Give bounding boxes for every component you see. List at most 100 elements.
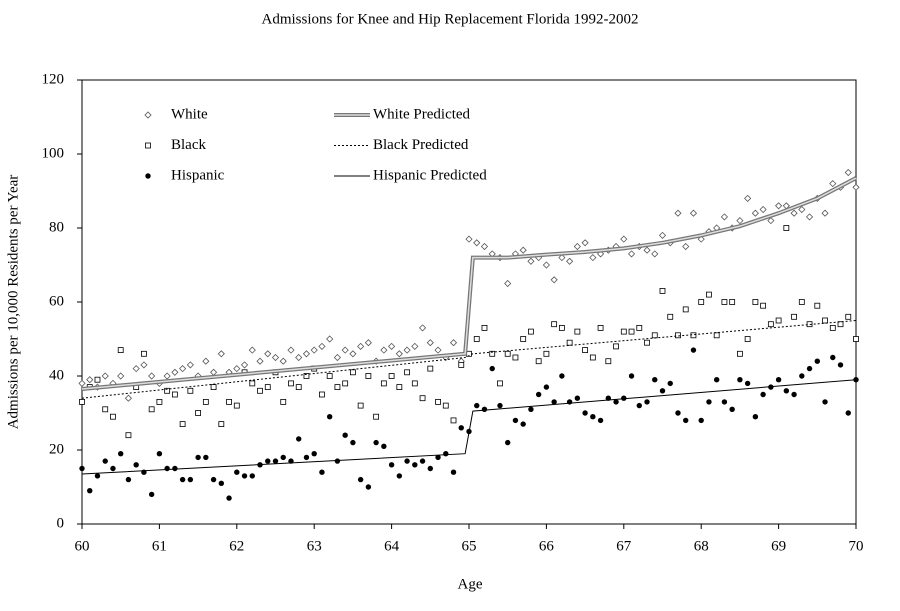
point	[551, 321, 558, 328]
point	[651, 250, 659, 258]
point	[744, 336, 751, 342]
point	[767, 321, 774, 328]
point	[124, 394, 133, 402]
point	[265, 458, 271, 464]
point	[605, 358, 612, 365]
point	[280, 454, 286, 461]
point	[551, 399, 557, 405]
point	[767, 217, 775, 225]
point	[94, 376, 101, 383]
point	[396, 473, 403, 479]
point	[736, 217, 744, 225]
point	[504, 350, 511, 357]
point	[187, 476, 194, 483]
point	[110, 413, 116, 420]
point	[179, 365, 187, 373]
point	[830, 354, 836, 361]
legend-label: Hispanic Predicted	[373, 167, 487, 183]
point	[186, 361, 194, 369]
point	[574, 395, 581, 401]
point	[814, 302, 821, 309]
point	[156, 398, 163, 405]
point	[658, 231, 667, 239]
point	[187, 387, 194, 394]
point	[195, 410, 202, 416]
point	[435, 398, 441, 405]
point	[752, 414, 759, 420]
point	[852, 183, 860, 191]
point	[210, 384, 217, 391]
point	[652, 377, 658, 383]
point	[365, 484, 372, 490]
x-tick-label: 62	[229, 538, 244, 554]
point	[829, 324, 836, 331]
point	[357, 402, 364, 409]
point	[125, 432, 132, 439]
x-tick-label: 65	[462, 538, 477, 554]
point	[249, 473, 255, 479]
point	[133, 462, 139, 468]
point	[504, 279, 512, 288]
point	[791, 391, 797, 398]
point	[434, 346, 442, 354]
point	[79, 398, 85, 405]
point	[218, 421, 225, 428]
point	[202, 357, 210, 365]
point	[179, 421, 186, 428]
point	[210, 368, 218, 376]
point	[210, 476, 217, 483]
y-tick-label: 0	[57, 515, 65, 531]
point	[233, 365, 241, 373]
legend-label: White Predicted	[373, 106, 471, 122]
chart-title: Admissions for Knee and Hip Replacement …	[261, 11, 638, 27]
point	[667, 313, 674, 320]
point	[597, 417, 604, 424]
x-tick-label: 61	[152, 538, 167, 554]
point	[481, 324, 488, 331]
point	[535, 358, 542, 365]
point	[512, 417, 519, 424]
point	[752, 299, 759, 305]
predicted-line	[81, 379, 857, 475]
point	[744, 380, 751, 387]
point	[729, 406, 735, 412]
point	[799, 373, 805, 379]
point	[319, 391, 325, 398]
point	[163, 372, 171, 380]
point	[140, 361, 148, 369]
point	[388, 342, 396, 350]
point	[744, 194, 752, 202]
point	[319, 469, 325, 475]
point	[94, 473, 101, 479]
point	[829, 180, 837, 188]
point	[519, 246, 527, 254]
point	[326, 414, 333, 420]
point	[458, 425, 464, 431]
point	[837, 362, 844, 368]
point	[806, 321, 813, 328]
legend-label: White	[171, 106, 208, 122]
predicted-line-core	[81, 177, 857, 390]
point	[480, 242, 489, 251]
point	[620, 235, 628, 243]
point	[844, 168, 852, 177]
point	[621, 395, 627, 401]
point	[713, 377, 720, 383]
point	[148, 372, 156, 380]
point	[249, 380, 256, 387]
point	[288, 380, 294, 387]
point	[582, 347, 588, 354]
point	[643, 246, 651, 254]
point	[264, 384, 271, 391]
legend-label: Hispanic	[171, 167, 225, 183]
point	[326, 335, 334, 343]
point	[419, 458, 426, 464]
point	[667, 380, 673, 387]
point	[240, 361, 249, 369]
point	[248, 346, 256, 354]
point	[365, 373, 372, 379]
x-tick-label: 69	[771, 538, 786, 554]
point	[357, 342, 365, 350]
point	[333, 353, 341, 362]
point	[419, 395, 426, 402]
